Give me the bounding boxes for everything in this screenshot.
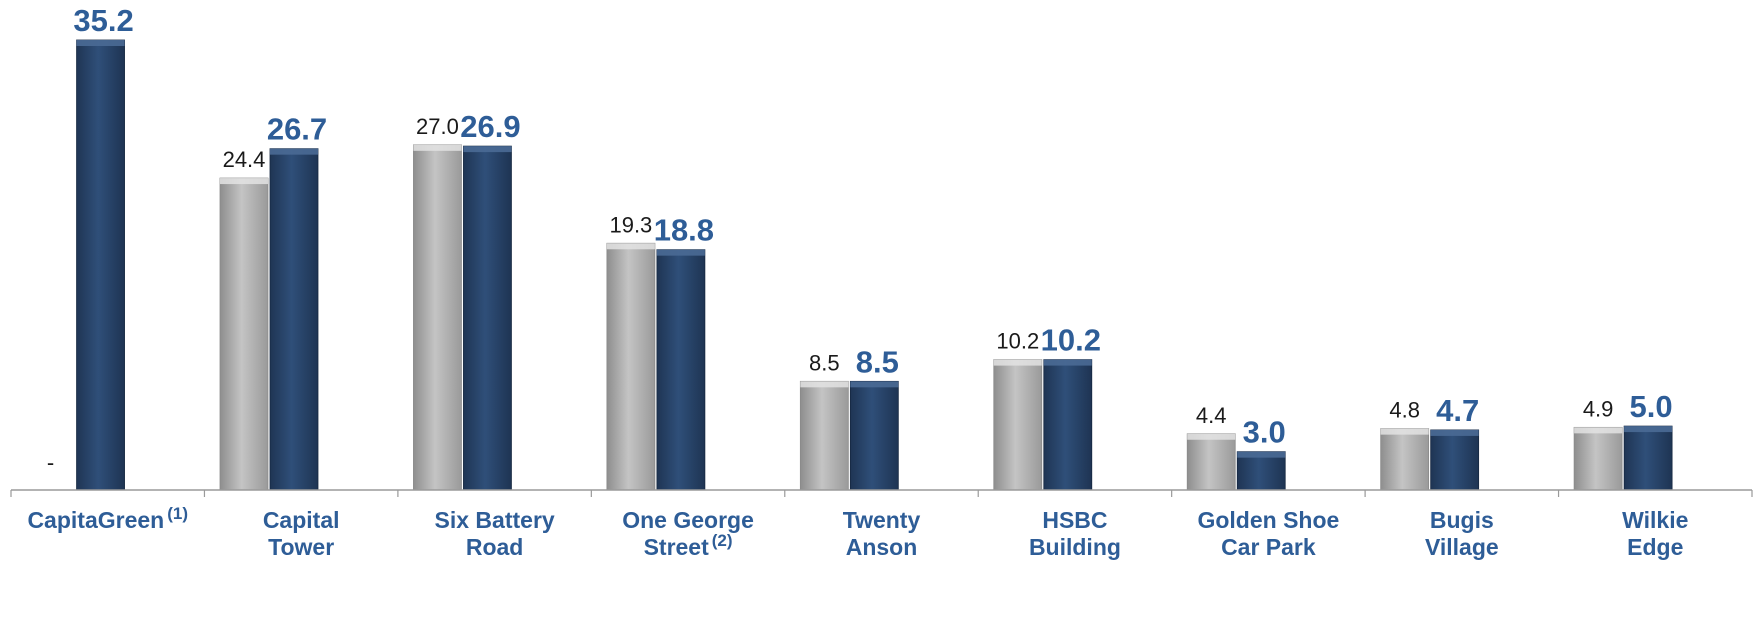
data-label-previous-8: 4.9	[1583, 396, 1614, 421]
bar-current-cap-4	[850, 381, 899, 388]
category-label-2-line-1: Road	[466, 534, 524, 560]
bar-previous-1	[219, 177, 269, 491]
data-label-current-3: 18.8	[654, 213, 714, 248]
bar-current-cap-3	[656, 249, 705, 256]
data-label-current-5: 10.2	[1041, 323, 1101, 358]
bar-previous-5	[993, 359, 1043, 491]
bar-previous-cap-3	[606, 243, 655, 250]
data-label-previous-0: -	[47, 450, 54, 475]
category-label-6-line-1: Car Park	[1221, 534, 1316, 560]
bar-current-2	[463, 145, 512, 491]
bar-current-cap-2	[463, 146, 512, 153]
bar-current-cap-5	[1043, 359, 1092, 366]
bar-previous-4	[799, 380, 849, 491]
bar-current-cap-8	[1624, 426, 1673, 433]
data-label-previous-2: 27.0	[416, 114, 459, 139]
bar-current-cap-1	[270, 148, 318, 155]
category-label-7-line-1: Village	[1425, 534, 1499, 560]
bar-previous-6	[1186, 433, 1236, 491]
category-label-3-line-0: One George	[622, 507, 754, 533]
data-label-current-8: 5.0	[1630, 389, 1673, 424]
category-label-8-line-1: Edge	[1627, 534, 1683, 560]
bar-current-5	[1043, 359, 1093, 491]
footnote-marker-3: (2)	[712, 531, 733, 550]
category-label-8-line-0: Wilkie	[1622, 507, 1688, 533]
category-label-4-line-1: Anson	[846, 534, 918, 560]
data-label-current-2: 26.9	[460, 109, 520, 144]
data-label-previous-7: 4.8	[1389, 398, 1420, 423]
category-label-1-line-0: Capital	[263, 507, 340, 533]
bar-current-cap-7	[1430, 429, 1479, 436]
value-labels-layer: - 35.2 24.426.7 27.0 26.9 19.3 18.8 8.5 8.5 10.2 1…	[47, 3, 1673, 475]
category-label-5-line-0: HSBC	[1042, 507, 1107, 533]
bar-current-6	[1236, 451, 1286, 491]
bar-previous-2	[413, 144, 462, 491]
bars-layer	[76, 39, 1673, 491]
x-axis	[10, 489, 1753, 497]
data-label-previous-4: 8.5	[809, 350, 840, 375]
bar-current-4	[849, 380, 899, 491]
bar-current-0	[76, 39, 125, 491]
data-label-current-4: 8.5	[856, 344, 899, 379]
category-label-0-line-0: CapitaGreen (1)	[27, 504, 188, 533]
bar-previous-cap-1	[220, 178, 268, 185]
bar-previous-8	[1573, 426, 1623, 491]
data-label-current-6: 3.0	[1243, 415, 1286, 450]
category-label-7-line-0: Bugis	[1430, 507, 1494, 533]
category-label-4-line-0: Twenty	[843, 507, 921, 533]
bar-current-cap-0	[76, 40, 125, 46]
data-label-previous-1: 24.4	[223, 147, 266, 172]
bar-current-cap-6	[1237, 451, 1286, 458]
bar-previous-7	[1380, 428, 1430, 491]
bar-previous-cap-6	[1187, 433, 1236, 440]
data-label-current-1: 26.7	[267, 112, 327, 147]
data-label-previous-5: 10.2	[996, 329, 1039, 354]
bar-current-1	[269, 148, 319, 491]
bar-current-7	[1430, 429, 1480, 491]
footnote-marker-0: (1)	[167, 504, 188, 523]
category-label-6-line-0: Golden Shoe	[1197, 507, 1339, 533]
data-label-previous-3: 19.3	[609, 212, 652, 237]
category-label-3-line-1: Street (2)	[644, 531, 733, 560]
bar-previous-cap-8	[1574, 427, 1623, 434]
bar-current-3	[656, 249, 706, 491]
bar-previous-cap-7	[1380, 428, 1429, 435]
bar-previous-cap-5	[993, 359, 1042, 366]
category-label-5-line-1: Building	[1029, 534, 1121, 560]
bar-current-8	[1623, 425, 1673, 491]
data-label-previous-6: 4.4	[1196, 403, 1227, 428]
data-label-current-7: 4.7	[1436, 393, 1479, 428]
bar-previous-cap-2	[413, 144, 462, 151]
bar-previous-3	[606, 242, 656, 491]
bar-previous-cap-4	[800, 381, 849, 388]
data-label-current-0: 35.2	[73, 3, 133, 38]
category-label-1-line-1: Tower	[268, 534, 334, 560]
category-label-2-line-0: Six Battery	[435, 507, 555, 533]
